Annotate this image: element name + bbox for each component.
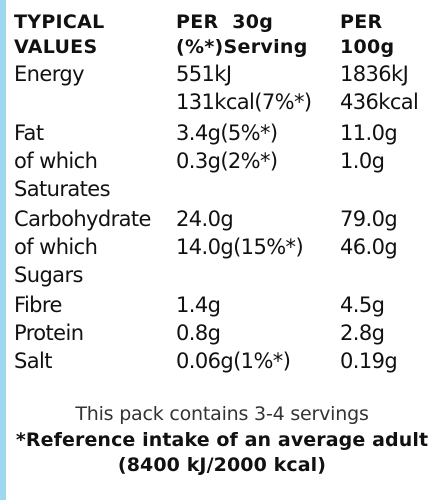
header-serving: (%*)Serving [176, 36, 308, 58]
row-saturates-label: Saturates [14, 175, 436, 203]
serving-value: 0.8g [176, 321, 221, 345]
per100g-value: 1836kJ [340, 62, 409, 86]
serving-value: 24.0g [176, 207, 234, 231]
header-per-30g: PER 30g [176, 11, 274, 33]
nutrient-label: Fibre [14, 293, 62, 317]
left-edge-border [0, 0, 6, 500]
reference-intake-note: *Reference intake of an average adult (8… [15, 429, 429, 476]
nutrient-label: Saturates [14, 177, 111, 201]
row-sugars-label: Sugars [14, 261, 436, 289]
serving-value: 0.06g(1%*) [176, 349, 291, 373]
footer-notes: This pack contains 3-4 servings *Referen… [0, 400, 444, 478]
row-fibre: Fibre 1.4g 4.5g [14, 291, 436, 319]
header-per: PER [340, 11, 383, 33]
header-100g: 100g [340, 36, 395, 58]
per100g-value: 46.0g [340, 235, 398, 259]
row-saturates: of which 0.3g(2%*) 1.0g [14, 147, 436, 175]
per100g-value: 0.19g [340, 349, 398, 373]
serving-value: 131kcal(7%*) [176, 90, 312, 114]
per100g-value: 1.0g [340, 149, 385, 173]
nutrition-table: TYPICAL PER 30g PER VALUES (%*)Serving 1… [14, 6, 436, 400]
row-energy-kj: Energy 551kJ 1836kJ [14, 60, 436, 88]
row-salt: Salt 0.06g(1%*) 0.19g [14, 347, 436, 375]
serving-value: 3.4g(5%*) [176, 121, 278, 145]
servings-note: This pack contains 3-4 servings [75, 403, 369, 425]
header-row-1: TYPICAL PER 30g PER [14, 8, 436, 36]
serving-value: 1.4g [176, 293, 221, 317]
header-row-2: VALUES (%*)Serving 100g [14, 33, 436, 61]
nutrient-label: of which [14, 149, 98, 173]
nutrient-label: Sugars [14, 263, 83, 287]
per100g-value: 436kcal [340, 90, 419, 114]
per100g-value: 79.0g [340, 207, 398, 231]
header-typical: TYPICAL [14, 11, 105, 33]
per100g-value: 11.0g [340, 121, 398, 145]
serving-value: 14.0g(15%*) [176, 235, 304, 259]
per100g-value: 2.8g [340, 321, 385, 345]
nutrient-label: of which [14, 235, 98, 259]
per100g-value: 4.5g [340, 293, 385, 317]
serving-value: 0.3g(2%*) [176, 149, 278, 173]
nutrient-label: Fat [14, 121, 44, 145]
row-carbohydrate: Carbohydrate 24.0g 79.0g [14, 205, 436, 233]
row-sugars: of which 14.0g(15%*) 46.0g [14, 233, 436, 261]
row-energy-kcal: 131kcal(7%*) 436kcal [14, 88, 436, 116]
header-values: VALUES [14, 36, 98, 58]
row-protein: Protein 0.8g 2.8g [14, 319, 436, 347]
nutrient-label: Energy [14, 62, 85, 86]
nutrient-label: Salt [14, 349, 52, 373]
nutrient-label: Carbohydrate [14, 207, 151, 231]
row-fat: Fat 3.4g(5%*) 11.0g [14, 119, 436, 147]
serving-value: 551kJ [176, 62, 232, 86]
nutrient-label: Protein [14, 321, 84, 345]
